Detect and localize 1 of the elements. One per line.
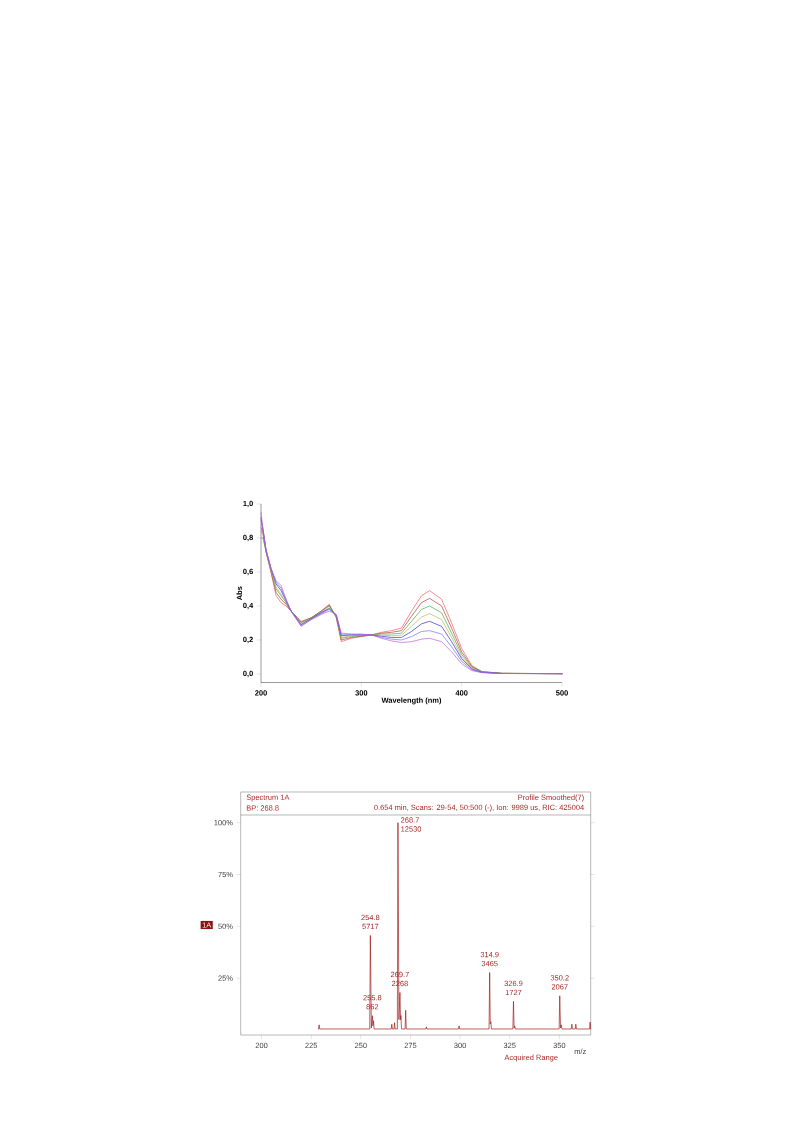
line-series xyxy=(318,822,592,1030)
